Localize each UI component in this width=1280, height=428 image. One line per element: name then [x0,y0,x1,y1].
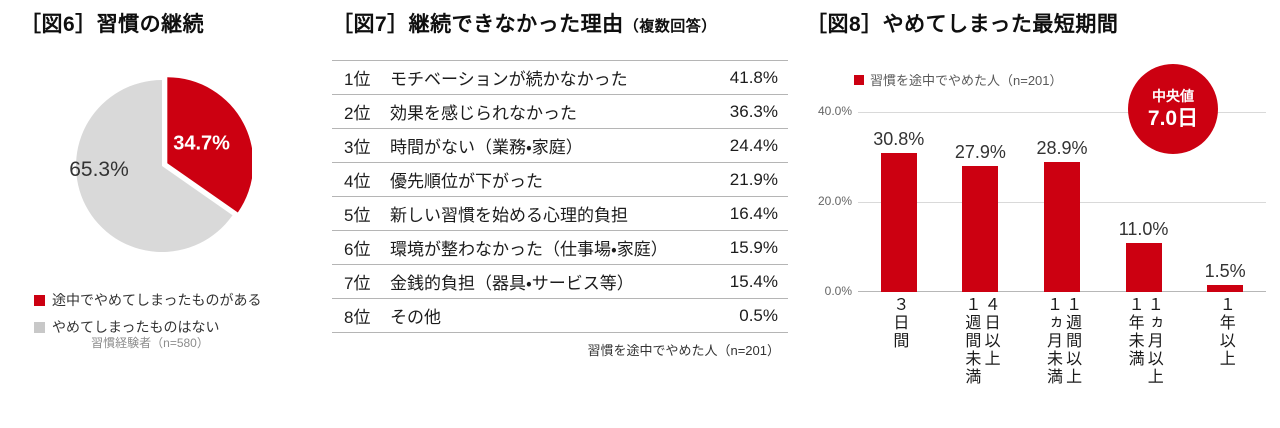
rank-cell: 4位 [344,172,371,191]
value-cell: 24.4% [729,135,778,155]
figure7-panel: ［図7］継続できなかった理由（複数回答） 1位 モチベーションが続かなかった 4… [332,12,788,416]
reason-cell: 時間がない（業務・家庭） [390,138,583,157]
bar-value-label: 11.0% [1118,218,1169,239]
table-row: 1位 モチベーションが続かなかった 41.8% [332,61,788,95]
reason-cell: 優先順位が下がった [390,172,543,191]
figure6-note: 習慣経験者（n=580） [91,336,209,350]
x-category-slot: ４日以上 １週間未満 [940,296,1022,386]
figure7-ranking-table: 1位 モチベーションが続かなかった 41.8% 2位 効果を感じられなかった 3… [332,60,788,333]
figure6-legend: 途中でやめてしまったものがある やめてしまったものはない [34,290,261,344]
table-row: 7位 金銭的負担（器具・サービス等） 15.4% [332,265,788,299]
bar-group: 27.9% [940,112,1022,292]
ytick-40: 40.0% [817,104,852,118]
pie-slice-1 [76,80,233,253]
legend-swatch-red [854,74,864,85]
pie-value-label-quit: 34.7% [173,132,230,155]
figure7-title: ［図7］継続できなかった理由（複数回答） [332,12,788,38]
bar [880,153,917,292]
pie-slice-0 [167,77,252,213]
value-cell: 16.4% [729,203,778,223]
table-row: 4位 優先順位が下がった 21.9% [332,163,788,197]
bar-value-label: 30.8% [873,129,925,150]
x-category-label: ４日以上 １週間未満 [962,296,999,386]
reason-cell: その他 [390,308,441,327]
x-category-slot: ３日間 [858,296,940,386]
pie-value-label-none: 65.3% [69,157,129,181]
x-category-label: １週間以上 １ヵ月未満 [1043,296,1081,386]
value-cell: 21.9% [729,169,778,189]
x-category-slot: １ヵ月以上 １年未満 [1103,296,1185,386]
median-value: 7.0日 [1147,106,1199,130]
figure7-note: 習慣を途中でやめた人（n=201） [587,343,780,358]
figure8-panel: ［図8］やめてしまった最短期間 習慣を途中でやめた人（n=201） 中央値 7.… [806,12,1270,416]
pie-svg [76,77,252,253]
bar [1125,242,1162,292]
rank-cell: 2位 [344,104,371,123]
table-row: 6位 環境が整わなかった（仕事場・家庭） 15.9% [332,231,788,265]
bars-container: 30.8% 27.9% 28.9% 11.0% 1.5% [858,112,1266,292]
legend-swatch-gray [34,321,45,333]
rank-cell: 3位 [344,138,371,157]
median-label: 中央値 [1152,88,1194,105]
figure7-title-suffix: （複数回答） [623,18,717,35]
bar [1043,161,1080,292]
figure8-title: ［図8］やめてしまった最短期間 [806,13,1119,36]
figure8-legend: 習慣を途中でやめた人（n=201） [854,70,1063,89]
bar-group: 30.8% [858,112,940,292]
bar-value-label: 27.9% [954,142,1006,163]
table-row: 5位 新しい習慣を始める心理的負担 16.4% [332,197,788,231]
value-cell: 15.9% [729,237,778,257]
table-row: 3位 時間がない（業務・家庭） 24.4% [332,129,788,163]
bar-group: 11.0% [1103,112,1185,292]
rank-cell: 7位 [344,274,371,293]
rank-cell: 5位 [344,206,371,225]
figure7-title-main: ［図7］継続できなかった理由 [332,13,624,36]
rank-cell: 6位 [344,240,371,259]
reason-cell: 環境が整わなかった（仕事場・家庭） [390,240,668,259]
reason-cell: 新しい習慣を始める心理的負担 [390,206,628,225]
x-category-label: １年以上 [1216,296,1234,368]
value-cell: 0.5% [739,305,778,325]
bar-group: 1.5% [1184,112,1266,292]
bar [1207,285,1244,292]
value-cell: 15.4% [729,271,778,291]
figure8-bar-chart: 40.0% 20.0% 0.0% 30.8% 27.9% 28.9% 11.0% [818,104,1266,298]
ytick-0: 0.0% [824,284,852,298]
ytick-20: 20.0% [817,194,852,208]
rank-cell: 1位 [344,70,371,89]
x-category-slot: １年以上 [1184,296,1266,386]
value-cell: 41.8% [729,67,778,87]
value-cell: 36.3% [729,101,778,121]
rank-cell: 8位 [344,308,371,327]
legend-item-none: やめてしまったものはない [34,317,261,337]
legend-label-quit: 途中でやめてしまったものがある [52,292,262,308]
figure6-pie-chart: 34.7% 65.3% [69,76,252,256]
bar [962,166,999,292]
legend-swatch-red [34,294,45,306]
gridline-40 [858,112,1266,113]
bar-group: 28.9% [1021,112,1103,292]
legend-label-none: やめてしまったものはない [52,319,220,335]
table-row: 2位 効果を感じられなかった 36.3% [332,95,788,129]
median-badge: 中央値 7.0日 [1128,64,1218,154]
bar-value-label: 1.5% [1204,261,1246,282]
bar-value-label: 28.9% [1036,137,1088,158]
legend-item-quit: 途中でやめてしまったものがある [34,290,261,310]
reason-cell: モチベーションが続かなかった [390,70,628,89]
table-row: 8位 その他 0.5% [332,299,788,333]
figure6-panel: ［図6］習慣の継続 34.7% 65.3% 途中でやめてしまったものがある やめ… [20,12,320,416]
x-category-label: １ヵ月以上 １年未満 [1125,296,1162,386]
legend-label: 習慣を途中でやめた人（n=201） [870,73,1063,88]
reason-cell: 金銭的負担（器具・サービス等） [390,274,634,293]
x-category-slot: １週間以上 １ヵ月未満 [1021,296,1103,386]
figure6-title: ［図6］習慣の継続 [20,13,205,36]
x-category-label: ３日間 [890,296,908,350]
x-axis-labels: ３日間 ４日以上 １週間未満 １週間以上 １ヵ月未満 １ヵ月以上 １年未満 １年… [858,296,1266,386]
reason-cell: 効果を感じられなかった [390,104,577,123]
